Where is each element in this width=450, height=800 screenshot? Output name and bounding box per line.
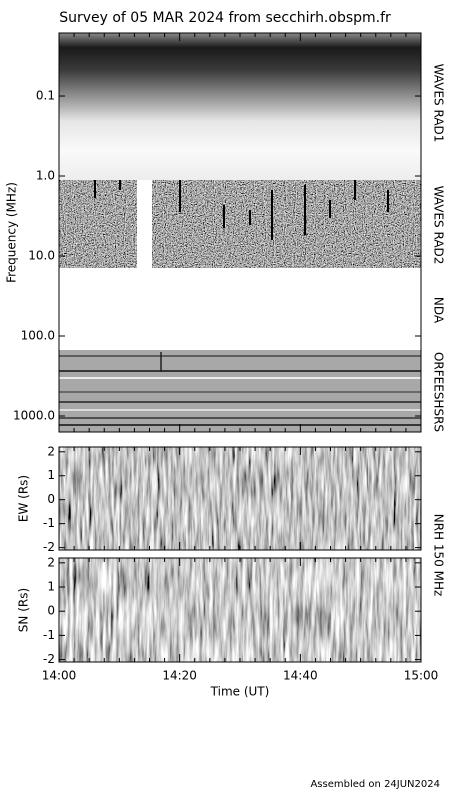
y-tick-label: 2 (47, 444, 55, 458)
band-label: WAVES RAD2 (432, 186, 446, 265)
y-tick-label: 1000.0 (13, 408, 55, 422)
sn-image (59, 558, 421, 662)
rad2-bursts (94, 180, 389, 240)
y-tick-label: 10.0 (28, 249, 55, 263)
y-tick-label: 1.0 (36, 169, 55, 183)
y-tick-label: 0 (47, 492, 55, 506)
x-tick-label: 14:00 (42, 669, 77, 683)
y-tick-label: -2 (43, 540, 55, 554)
ew-image (59, 447, 421, 550)
data-gap (137, 180, 152, 268)
waves-rad1-image (59, 33, 421, 180)
title: Survey of 05 MAR 2024 from secchirh.obsp… (59, 10, 391, 26)
orfees-lines (59, 352, 421, 426)
y-tick-label: 2 (47, 555, 55, 569)
band-label: NDA (432, 297, 446, 324)
y-axis-label: Frequency (MHz) (5, 182, 19, 283)
y-tick-label: -1 (43, 628, 55, 642)
x-tick-label: 14:20 (162, 669, 197, 683)
y-tick-label: 0 (47, 604, 55, 618)
y-tick-label: 1 (47, 580, 55, 594)
y-tick-label: 100.0 (21, 329, 55, 343)
y-tick-label: 1 (47, 468, 55, 482)
y-axis-label: EW (Rs) (17, 475, 31, 522)
y-axis-label: SN (Rs) (17, 588, 31, 632)
x-axis-label: Time (UT) (210, 685, 270, 699)
orfees-image (59, 350, 421, 432)
band-label: ORFEESHSRS (432, 352, 446, 432)
waves-rad2-image (59, 180, 421, 268)
band-label: WAVES RAD1 (432, 64, 446, 143)
x-tick-label: 14:40 (283, 669, 318, 683)
y-tick-label: -2 (43, 652, 55, 666)
y-tick-label: 0.1 (36, 89, 55, 103)
side-label: NRH 150 MHz (432, 514, 446, 597)
footer: Assembled on 24JUN2024 (310, 779, 440, 790)
x-tick-label: 15:00 (404, 669, 439, 683)
y-tick-label: -1 (43, 516, 55, 530)
